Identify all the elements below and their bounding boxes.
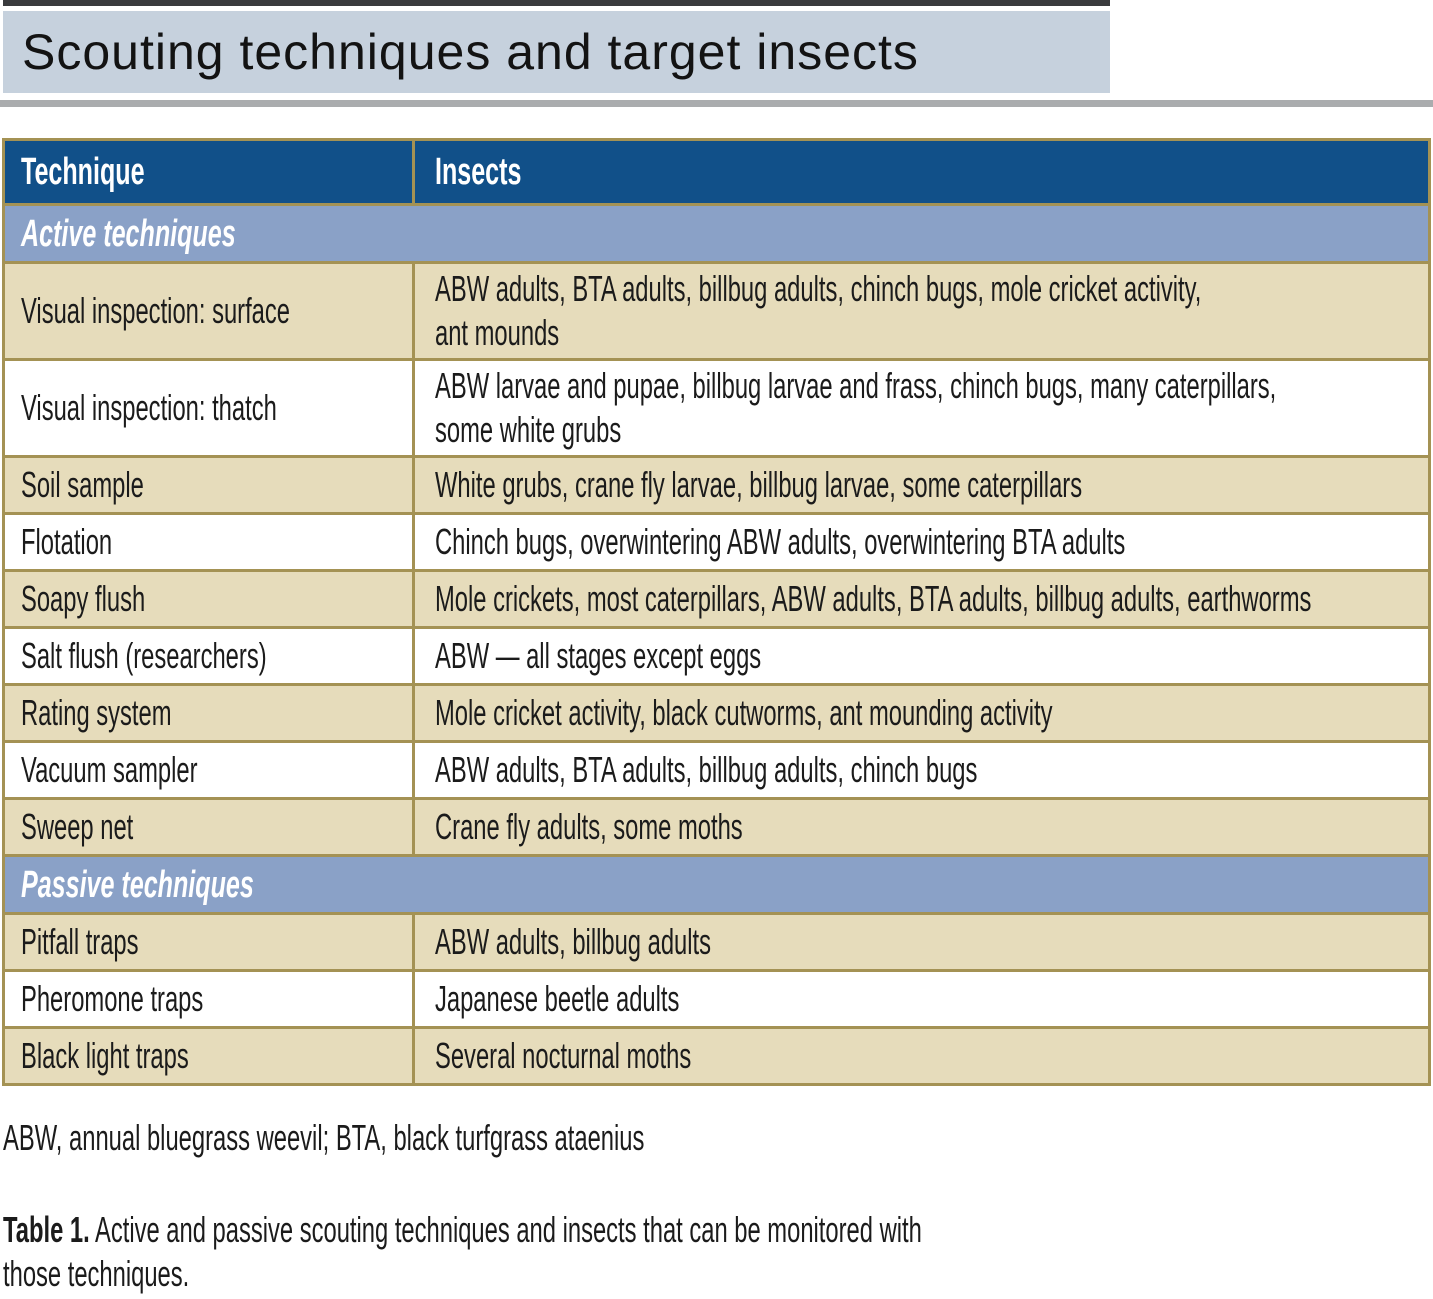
insects-cell: ABW adults, BTA adults, billbug adults, … [412, 740, 1431, 800]
technique-cell: Visual inspection: thatch [2, 358, 415, 458]
table-row: Salt flush (researchers) ABW — all stage… [2, 626, 1431, 686]
insects-cell: Japanese beetle adults [412, 969, 1431, 1029]
table-caption: Table 1. Active and passive scouting tec… [3, 1208, 1433, 1296]
technique-cell: Salt flush (researchers) [2, 626, 415, 686]
top-accent-bar [3, 0, 1110, 6]
section-label-cell: Active techniques [2, 203, 1431, 264]
abbreviation-note: ABW, annual bluegrass weevil; BTA, black… [3, 1117, 645, 1158]
table-row: Rating system Mole cricket activity, bla… [2, 683, 1431, 743]
section-header-passive: Passive techniques [2, 854, 1431, 915]
technique-cell: Flotation [2, 512, 415, 572]
technique-cell: Visual inspection: surface [2, 261, 415, 361]
caption-label: Table 1. [3, 1209, 90, 1250]
insects-cell: Mole cricket activity, black cutworms, a… [412, 683, 1431, 743]
insects-cell: Crane fly adults, some moths [412, 797, 1431, 857]
table-row: Pheromone traps Japanese beetle adults [2, 969, 1431, 1029]
column-header-technique: Technique [2, 138, 415, 206]
technique-cell: Soapy flush [2, 569, 415, 629]
table-row: Soapy flush Mole crickets, most caterpil… [2, 569, 1431, 629]
insects-cell: ABW larvae and pupae, billbug larvae and… [412, 358, 1431, 458]
technique-cell: Vacuum sampler [2, 740, 415, 800]
insects-cell: ABW adults, BTA adults, billbug adults, … [412, 261, 1431, 361]
technique-cell: Rating system [2, 683, 415, 743]
divider-bar [0, 100, 1433, 107]
title-banner: Scouting techniques and target insects [3, 11, 1110, 93]
page-title: Scouting techniques and target insects [22, 24, 919, 80]
insects-cell: ABW — all stages except eggs [412, 626, 1431, 686]
table-header-row: Technique Insects [2, 138, 1431, 206]
section-label-cell: Passive techniques [2, 854, 1431, 915]
table-row: Visual inspection: thatch ABW larvae and… [2, 358, 1431, 458]
column-header-insects: Insects [412, 138, 1431, 206]
section-header-active: Active techniques [2, 203, 1431, 264]
technique-cell: Pheromone traps [2, 969, 415, 1029]
table-row: Pitfall traps ABW adults, billbug adults [2, 912, 1431, 972]
technique-cell: Sweep net [2, 797, 415, 857]
table-row: Flotation Chinch bugs, overwintering ABW… [2, 512, 1431, 572]
caption-text: Active and passive scouting techniques a… [3, 1209, 922, 1294]
insects-cell: Chinch bugs, overwintering ABW adults, o… [412, 512, 1431, 572]
table-row: Visual inspection: surface ABW adults, B… [2, 261, 1431, 361]
table-row: Soil sample White grubs, crane fly larva… [2, 455, 1431, 515]
insects-cell: Several nocturnal moths [412, 1026, 1431, 1086]
table-row: Black light traps Several nocturnal moth… [2, 1026, 1431, 1086]
scouting-table: Technique Insects Active techniques Visu… [2, 138, 1431, 1086]
insects-cell: Mole crickets, most caterpillars, ABW ad… [412, 569, 1431, 629]
insects-cell: ABW adults, billbug adults [412, 912, 1431, 972]
insects-cell: White grubs, crane fly larvae, billbug l… [412, 455, 1431, 515]
technique-cell: Black light traps [2, 1026, 415, 1086]
table-row: Vacuum sampler ABW adults, BTA adults, b… [2, 740, 1431, 800]
technique-cell: Soil sample [2, 455, 415, 515]
technique-cell: Pitfall traps [2, 912, 415, 972]
table-row: Sweep net Crane fly adults, some moths [2, 797, 1431, 857]
